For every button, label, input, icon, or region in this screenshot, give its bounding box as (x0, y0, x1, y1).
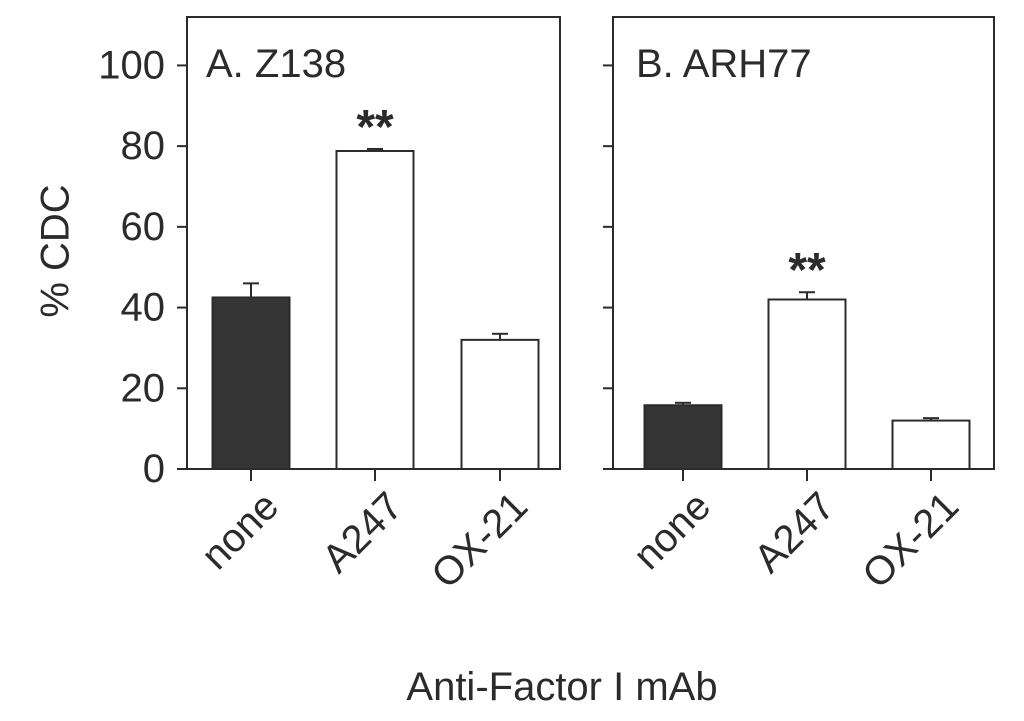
y-tick-label-0: 0 (143, 447, 165, 491)
panel-b-significance-marker: ** (788, 244, 826, 297)
panel-b-y-axis (603, 64, 613, 470)
panel-a-bars: ** (211, 101, 540, 470)
panel-b-bar-none (643, 404, 723, 471)
panel-a-category-label-2: OX-21 (423, 484, 536, 597)
y-axis-title: % CDC (34, 184, 78, 317)
panel-a-x-axis: none A247 OX-21 (193, 469, 536, 597)
y-tick-label-20: 20 (121, 366, 166, 410)
panel-a-bar-ox-21 (460, 338, 540, 470)
panel-b-category-label-0: none (625, 484, 719, 578)
panel-b-category-label-2: OX-21 (854, 484, 967, 597)
panel-a-significance-marker: ** (356, 101, 394, 154)
y-tick-label-60: 60 (121, 205, 166, 249)
panel-b-x-axis: none A247 OX-21 (625, 469, 967, 597)
panel-b-bar-ox-21 (891, 419, 971, 471)
panel-a-category-label-1: A247 (314, 484, 411, 581)
panel-a-bar-a247 (335, 149, 415, 470)
panel-a-bar-none (211, 296, 291, 470)
x-axis-title: Anti-Factor I mAb (406, 665, 717, 709)
panel-b: B. ARH77 ** none A247 OX-21 (603, 16, 995, 597)
panel-a-category-label-0: none (193, 484, 287, 578)
y-tick-label-100: 100 (98, 43, 165, 87)
y-tick-label-80: 80 (121, 124, 166, 168)
panel-a: A. Z138 ** 0 20 40 60 80 100 none A247 OX-21 (98, 16, 561, 597)
panel-b-bar-a247 (767, 298, 847, 470)
panel-b-category-label-1: A247 (746, 484, 843, 581)
panel-a-y-axis: 0 20 40 60 80 100 (98, 43, 187, 491)
panel-a-title: A. Z138 (206, 42, 346, 86)
panel-b-title: B. ARH77 (636, 42, 812, 86)
panel-b-bars: ** (643, 244, 971, 471)
y-tick-label-40: 40 (121, 286, 166, 330)
